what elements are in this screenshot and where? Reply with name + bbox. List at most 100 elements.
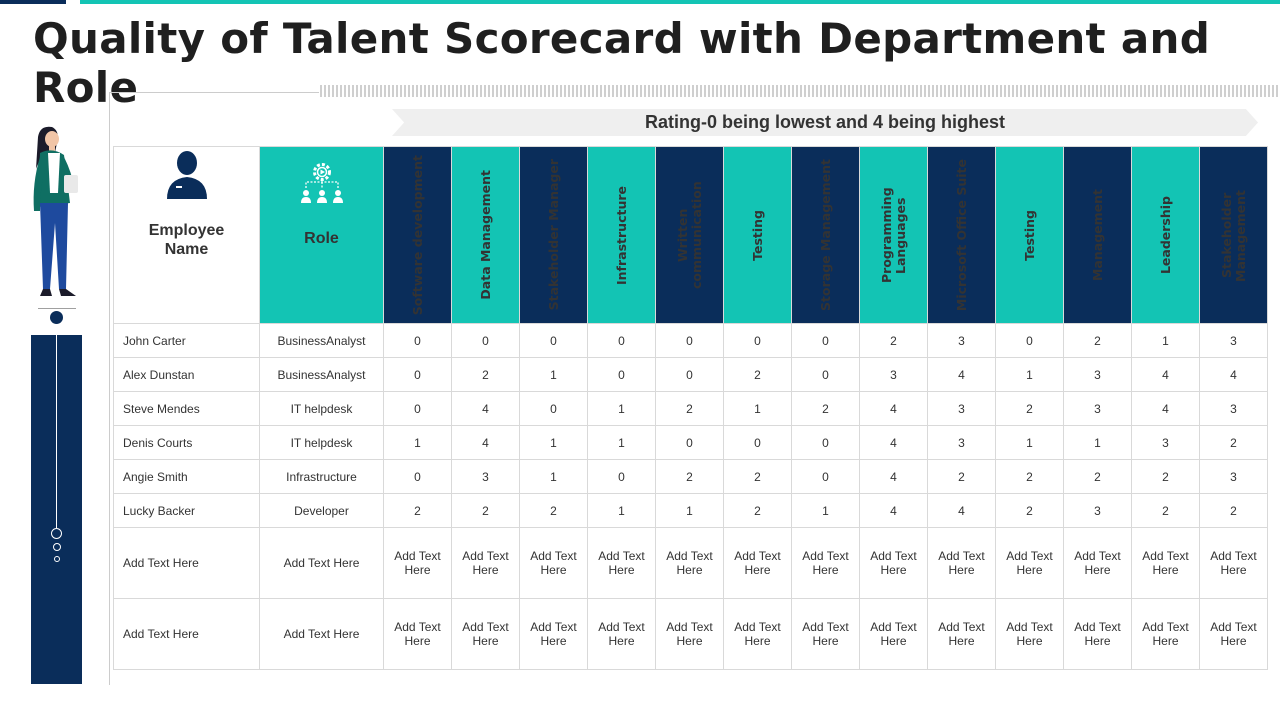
score-cell: 1 [995,425,1064,460]
score-cell: 4 [859,425,928,460]
score-cell: 3 [1131,425,1200,460]
score-cell: Add Text Here [383,598,452,670]
skill-header-10: Testing [995,146,1064,324]
table-header-row: Employee Name Role Softwa [113,146,1268,324]
rating-banner: Rating-0 being lowest and 4 being highes… [392,109,1258,136]
score-cell: 2 [1131,459,1200,494]
score-cell: 3 [451,459,520,494]
role-cell: BusinessAnalyst [259,323,384,358]
score-cell: 2 [723,493,792,528]
score-cell: 2 [1063,459,1132,494]
score-cell: 0 [383,323,452,358]
score-cell: 2 [655,459,724,494]
score-cell: 3 [1199,391,1268,426]
score-cell: Add Text Here [1199,527,1268,599]
role-header: Role [259,146,384,324]
score-cell: 1 [587,391,656,426]
score-cell: 1 [587,493,656,528]
skill-header-1: Software development [383,146,452,324]
score-cell: 3 [1063,493,1132,528]
skill-label: Leadership [1157,195,1173,275]
skill-label: Microsoft Office Suite [953,158,969,312]
score-cell: Add Text Here [587,598,656,670]
score-cell: 3 [859,357,928,392]
score-cell: 0 [723,425,792,460]
score-cell: 2 [1131,493,1200,528]
score-cell: Add Text Here [859,598,928,670]
score-cell: Add Text Here [995,527,1064,599]
score-cell: 4 [451,425,520,460]
page-title: Quality of Talent Scorecard with Departm… [33,14,1211,112]
score-cell: 2 [859,323,928,358]
employee-name-cell: Lucky Backer [113,493,260,528]
top-accent-dark [0,0,66,4]
table-row: Add Text Here Add Text Here Add Text Here A… [113,527,1268,599]
team-gear-icon [300,162,343,203]
score-cell: 0 [723,323,792,358]
employee-name-cell: Add Text Here [113,598,260,670]
score-cell: 2 [451,493,520,528]
score-cell: Add Text Here [587,527,656,599]
table-row: Denis Courts IT helpdesk 1 4 1 1 0 0 0 4 3 1 1 3 2 [113,425,1268,460]
skill-label: Testing [749,209,765,261]
score-cell: 1 [995,357,1064,392]
score-cell: 2 [723,459,792,494]
score-cell: 2 [791,391,860,426]
score-cell: Add Text Here [859,527,928,599]
skill-label: Programming Languages [878,187,908,283]
score-cell: 2 [519,493,588,528]
score-cell: 2 [995,391,1064,426]
score-cell: Add Text Here [927,598,996,670]
skill-label: Stakeholder Management [1218,189,1248,282]
employee-name-cell: Alex Dunstan [113,357,260,392]
score-cell: 4 [859,459,928,494]
skill-label: Storage Management [817,159,833,311]
decorative-divider [38,308,76,309]
score-cell: 0 [791,459,860,494]
score-cell: Add Text Here [519,598,588,670]
score-cell: 4 [1131,357,1200,392]
score-cell: 0 [519,323,588,358]
score-cell: 4 [859,493,928,528]
score-cell: 2 [1199,425,1268,460]
side-ring-medium [52,543,61,551]
employee-name-header: Employee Name [113,146,260,324]
role-cell: Developer [259,493,384,528]
side-panel [31,335,82,684]
employee-name-cell: Denis Courts [113,425,260,460]
table-row: Steve Mendes IT helpdesk 0 4 0 1 2 1 2 4 3 2 3 4 3 [113,391,1268,426]
score-cell: 0 [519,391,588,426]
score-cell: 0 [587,357,656,392]
employee-name-cell: Add Text Here [113,527,260,599]
score-cell: Add Text Here [383,527,452,599]
side-panel-line [56,335,57,528]
score-cell: 1 [655,493,724,528]
role-cell: Add Text Here [259,527,384,599]
skill-header-3: Stakeholder Manager [519,146,588,324]
score-cell: 0 [791,323,860,358]
role-cell: IT helpdesk [259,425,384,460]
score-cell: 0 [655,425,724,460]
score-cell: 1 [791,493,860,528]
skill-label: Stakeholder Manager [545,159,561,311]
score-cell: 0 [655,323,724,358]
decorative-dot [50,311,63,324]
score-cell: Add Text Here [655,527,724,599]
score-cell: 0 [587,323,656,358]
skill-header-4: Infrastructure [587,146,656,324]
skill-header-7: Storage Management [791,146,860,324]
score-cell: Add Text Here [1063,598,1132,670]
skill-label: Infrastructure [613,185,629,285]
score-cell: 0 [791,357,860,392]
employee-name-cell: John Carter [113,323,260,358]
score-cell: 0 [451,323,520,358]
score-cell: 3 [927,391,996,426]
score-cell: 1 [1131,323,1200,358]
skill-label: Software development [409,154,425,316]
skill-header-12: Leadership [1131,146,1200,324]
score-cell: Add Text Here [791,598,860,670]
score-cell: Add Text Here [995,598,1064,670]
score-cell: Add Text Here [791,527,860,599]
rating-note: Rating-0 being lowest and 4 being highes… [644,112,1006,132]
score-cell: 4 [1199,357,1268,392]
